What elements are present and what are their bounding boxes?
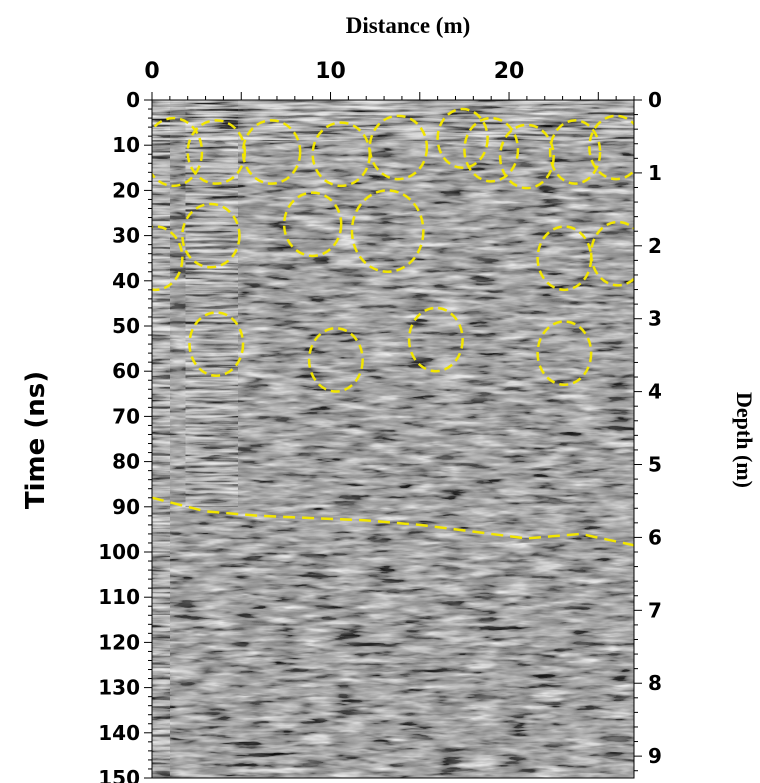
- y-tick-label: 90: [112, 495, 140, 519]
- x-axis-top: 0 10 20: [144, 59, 635, 100]
- hyperbola-circle-7: [463, 116, 520, 183]
- plot-area: [152, 100, 634, 778]
- radargram-strong-reflection-left: [152, 100, 170, 778]
- y-tick-label: 110: [98, 585, 140, 609]
- hyperbola-circle-14: [350, 189, 425, 274]
- hyperbola-circle-9: [548, 119, 602, 185]
- y-tick-label: 70: [112, 404, 140, 428]
- y2-tick-label: 9: [648, 744, 662, 768]
- plot-frame: [151, 99, 635, 779]
- y2-tick-label: 5: [648, 453, 662, 477]
- hyperbola-circle-11: [152, 225, 184, 292]
- y2-tick-label: 6: [648, 525, 662, 549]
- y-tick-label: 60: [112, 359, 140, 383]
- y2-tick-label: 2: [648, 234, 662, 258]
- x-tick-label: 0: [144, 59, 159, 84]
- y-tick-label: 50: [112, 314, 140, 338]
- y2-tick-label: 7: [648, 598, 662, 622]
- y2-tick-label: 1: [648, 161, 662, 185]
- y-tick-label: 10: [112, 133, 140, 157]
- hyperbola-circle-8: [498, 123, 555, 190]
- chart-title: Distance (m): [346, 13, 471, 38]
- y-axis-label-left: Time (ns): [21, 371, 51, 509]
- hyperbola-circle-13: [282, 191, 343, 258]
- y-axis-right: 0 1 2 3 4 5 6 7 8 9: [634, 88, 662, 772]
- hyperbola-circle-20: [536, 320, 593, 387]
- hyperbola-circle-16: [589, 220, 634, 287]
- x-tick-label: 10: [315, 59, 346, 84]
- y2-tick-label: 4: [648, 380, 662, 404]
- hyperbola-circle-17: [188, 311, 245, 377]
- y-tick-label: 120: [98, 630, 140, 654]
- y-tick-label: 150: [98, 766, 140, 783]
- hyperbola-circle-18: [307, 327, 364, 393]
- x-tick-label: 20: [494, 59, 525, 84]
- y-tick-label: 140: [98, 721, 140, 745]
- y-axis-left: 0 10 20 30 40 50 60 70 80 90 100 110 120 130 140 150: [98, 88, 152, 783]
- y-tick-label: 130: [98, 676, 140, 700]
- hyperbola-circle-1: [152, 116, 204, 188]
- hyperbola-circle-6: [436, 107, 489, 170]
- hyperbola-circle-2: [186, 119, 247, 185]
- y2-tick-label: 0: [648, 88, 662, 112]
- y-tick-label: 0: [126, 88, 140, 112]
- y-tick-label: 100: [98, 540, 140, 564]
- y-tick-label: 30: [112, 224, 140, 248]
- interface-dashed-line: [152, 496, 634, 547]
- hyperbola-circle-19: [407, 306, 464, 373]
- radargram-surface-reflection: [152, 100, 634, 141]
- y-tick-label: 20: [112, 178, 140, 202]
- hyperbola-circle-5: [368, 114, 429, 181]
- hyperbola-circle-3: [241, 119, 302, 185]
- y-tick-label: 40: [112, 269, 140, 293]
- hyperbola-markers: [152, 107, 634, 393]
- y2-tick-label: 3: [648, 307, 662, 331]
- y-axis-label-right: Depth (m): [732, 392, 757, 488]
- y-tick-label: 80: [112, 450, 140, 474]
- y2-tick-label: 8: [648, 671, 662, 695]
- radargram-strong-reflection-column: [185, 100, 238, 507]
- hyperbola-circle-12: [181, 202, 241, 269]
- hyperbola-circle-10: [588, 114, 634, 181]
